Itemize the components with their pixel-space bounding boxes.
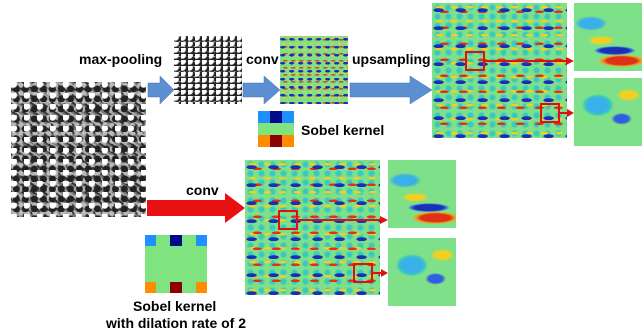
kernel-cell bbox=[258, 135, 270, 147]
highlight-box-bottom-2 bbox=[353, 263, 373, 283]
kernel-cell bbox=[282, 123, 294, 135]
pooled-image bbox=[174, 36, 242, 104]
arrow-conv-top bbox=[242, 75, 281, 105]
kernel-cell bbox=[282, 135, 294, 147]
kernel-cell bbox=[258, 111, 270, 123]
zoom-crop-bottom-2 bbox=[388, 238, 456, 306]
dilated-sobel-kernel bbox=[145, 235, 207, 293]
zoom-crop-bottom-1 bbox=[388, 160, 456, 228]
kernel-cell bbox=[258, 123, 270, 135]
label-dilated-kernel-line1: Sobel kernel bbox=[133, 298, 217, 314]
kernel-cell bbox=[170, 282, 182, 293]
highlight-box-top-2 bbox=[540, 103, 560, 123]
arrow-max-pooling bbox=[147, 75, 175, 105]
upsampled-feature-map bbox=[432, 3, 567, 138]
kernel-cell bbox=[145, 235, 156, 246]
kernel-cell bbox=[145, 282, 156, 293]
small-feature-map bbox=[280, 36, 348, 104]
kernel-cell bbox=[282, 111, 294, 123]
sobel-kernel bbox=[258, 111, 294, 147]
label-sobel-kernel: Sobel kernel bbox=[301, 122, 385, 138]
arrow-upsampling bbox=[349, 75, 433, 105]
label-max-pooling: max-pooling bbox=[79, 51, 163, 67]
label-conv-top: conv bbox=[246, 51, 279, 67]
input-image bbox=[11, 82, 146, 217]
kernel-cell bbox=[196, 282, 207, 293]
highlight-box-bottom-1 bbox=[278, 210, 298, 230]
highlight-box-top-1 bbox=[465, 51, 485, 71]
kernel-cell bbox=[270, 123, 282, 135]
zoom-crop-top-1 bbox=[574, 3, 642, 71]
arrow-conv-bottom bbox=[147, 193, 245, 223]
kernel-cell bbox=[196, 235, 207, 246]
label-upsampling: upsampling bbox=[352, 51, 431, 67]
zoom-crop-top-2 bbox=[574, 78, 642, 146]
kernel-cell bbox=[170, 235, 182, 246]
label-dilated-kernel-line2: with dilation rate of 2 bbox=[106, 315, 247, 331]
dilated-feature-map bbox=[245, 160, 380, 295]
kernel-cell bbox=[270, 111, 282, 123]
kernel-cell bbox=[270, 135, 282, 147]
label-conv-bottom: conv bbox=[186, 182, 219, 198]
